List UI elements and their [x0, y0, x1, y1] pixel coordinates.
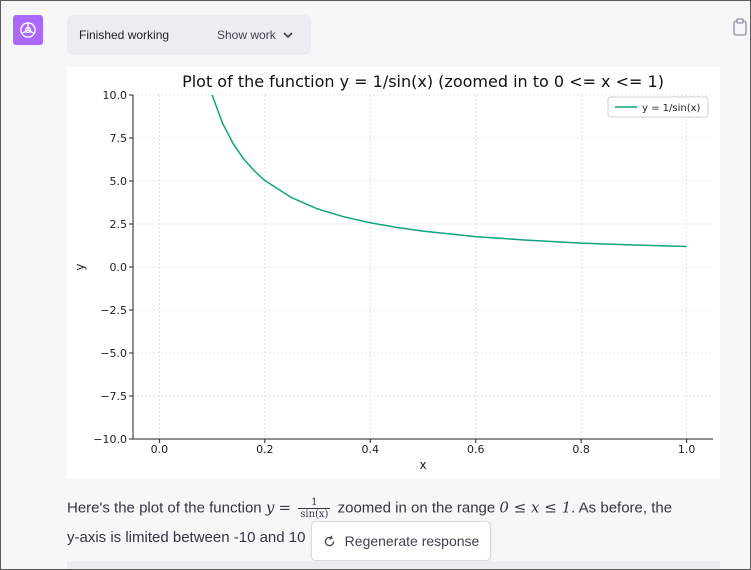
openai-logo-icon	[20, 22, 36, 38]
series-line	[211, 94, 687, 248]
y-tick-label: 10.0	[103, 89, 128, 102]
message-suffix: . As before, the	[571, 499, 673, 517]
x-tick-label: 0.8	[572, 443, 590, 456]
message-prefix: Here's the plot of the function	[67, 499, 266, 517]
x-axis-label: x	[419, 458, 426, 472]
x-tick-label: 0.4	[362, 443, 380, 456]
regenerate-label: Regenerate response	[344, 533, 480, 549]
chevron-down-icon	[283, 31, 293, 38]
fraction-denominator: sin(x)	[300, 509, 329, 520]
clipboard-icon[interactable]	[733, 18, 747, 36]
x-tick-label: 0.2	[256, 443, 274, 456]
y-tick-label: −10.0	[93, 433, 127, 446]
y-tick-label: 2.5	[110, 218, 128, 231]
math-fraction: 1 sin(x)	[298, 497, 331, 520]
math-y: y	[265, 498, 275, 517]
assistant-avatar	[13, 15, 43, 45]
refresh-icon	[324, 535, 334, 546]
y-tick-label: −7.5	[100, 390, 127, 403]
show-work-button[interactable]: Show work	[217, 28, 293, 42]
math-range: 0 ≤ x ≤ 1	[499, 498, 572, 517]
x-tick-label: 0.0	[151, 443, 169, 456]
y-tick-label: 0.0	[110, 261, 128, 274]
x-tick-label: 0.6	[467, 443, 485, 456]
status-label: Finished working	[79, 28, 170, 42]
y-tick-label: −2.5	[100, 304, 127, 317]
input-area-edge	[67, 561, 720, 569]
y-tick-label: −5.0	[100, 347, 127, 360]
regenerate-response-button[interactable]: Regenerate response	[311, 521, 491, 561]
math-equals: =	[278, 498, 292, 517]
assistant-message-line-1: Here's the plot of the function y = 1 sin…	[67, 497, 672, 520]
assistant-message-line-2: y-axis is limited between -10 and 10	[67, 529, 306, 546]
x-tick-label: 1.0	[678, 443, 696, 456]
work-status-pill: Finished working Show work	[67, 15, 311, 55]
show-work-label: Show work	[217, 28, 276, 42]
legend-box	[607, 96, 709, 118]
chart-title: Plot of the function y = 1/sin(x) (zoome…	[182, 72, 664, 91]
plot-chart: 0.0 0.2 0.4 0.6 0.8 1.0 10.0 7.5 5.0 2.5 0.0 −2.5 −5…	[73, 72, 713, 472]
plot-image: 0.0 0.2 0.4 0.6 0.8 1.0 10.0 7.5 5.0 2.5 0.0 −2.5 −5…	[67, 67, 720, 479]
legend-label: y = 1/sin(x)	[642, 103, 701, 114]
y-tick-label: 5.0	[110, 175, 128, 188]
y-axis-label: y	[73, 263, 87, 270]
y-tick-label: 7.5	[110, 132, 128, 145]
fraction-numerator: 1	[298, 497, 331, 509]
message-mid: zoomed in on the range	[333, 499, 500, 517]
